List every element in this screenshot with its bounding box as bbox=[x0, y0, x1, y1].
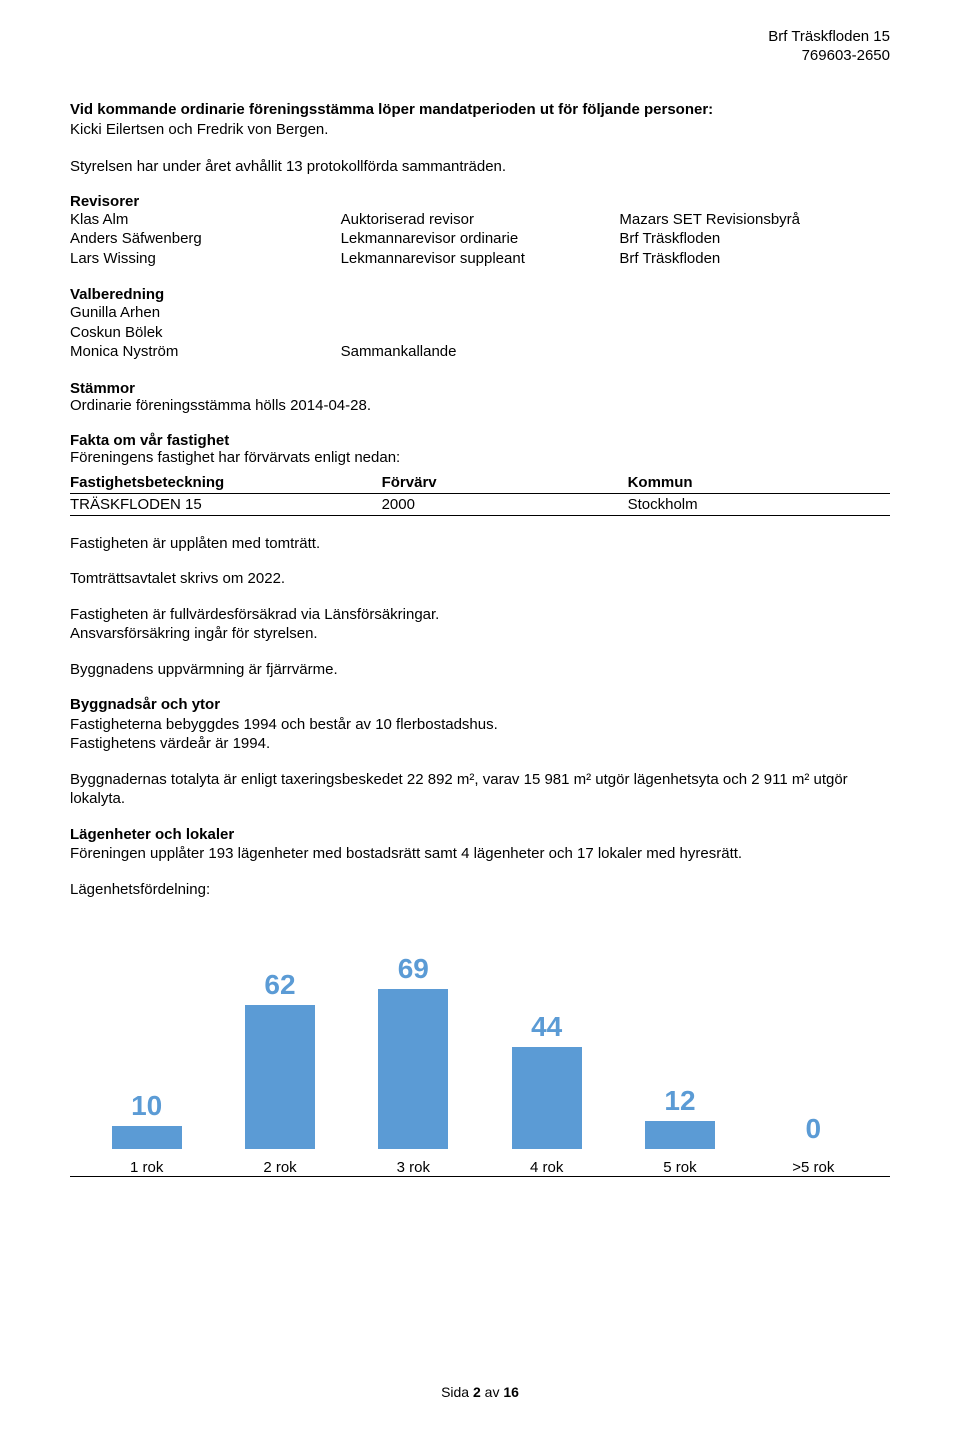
byggnads-para: Byggnadsår och ytor Fastigheterna bebygg… bbox=[70, 695, 890, 754]
bar-rect bbox=[645, 1121, 715, 1149]
rev-role: Lekmannarevisor suppleant bbox=[341, 249, 620, 269]
axis-label: 4 rok bbox=[480, 1159, 613, 1176]
chart-bars-row: 10 62 69 44 12 0 bbox=[70, 919, 890, 1149]
rev-name: Klas Alm bbox=[70, 210, 341, 230]
bar-value: 69 bbox=[398, 955, 429, 983]
document-page: Brf Träskfloden 15 769603-2650 Vid komma… bbox=[0, 0, 960, 1430]
revisorer-table: Klas Alm Auktoriserad revisor Mazars SET… bbox=[70, 210, 890, 269]
bar-slot: 62 bbox=[213, 919, 346, 1149]
val-note bbox=[341, 323, 620, 343]
cell: TRÄSKFLODEN 15 bbox=[70, 493, 382, 515]
table-row: Monica Nyström Sammankallande bbox=[70, 342, 890, 362]
table-row: TRÄSKFLODEN 15 2000 Stockholm bbox=[70, 493, 890, 515]
header-right: Brf Träskfloden 15 769603-2650 bbox=[768, 28, 890, 66]
fakta-block: Fakta om vår fastighet Föreningens fasti… bbox=[70, 432, 890, 466]
table-header-row: Fastighetsbeteckning Förvärv Kommun bbox=[70, 472, 890, 494]
byggnads-line1: Fastigheterna bebyggdes 1994 och består … bbox=[70, 716, 498, 733]
apartment-chart: 10 62 69 44 12 0 1 rok2 rok3 rok4 rok5 rok>5 … bbox=[70, 919, 890, 1177]
byggnads-line2: Fastighetens värdeår är 1994. bbox=[70, 735, 270, 752]
footer-mid: av bbox=[481, 1384, 504, 1400]
tomtratt-text: Fastigheten är upplåten med tomträtt. bbox=[70, 534, 890, 554]
table-row: Gunilla Arhen bbox=[70, 303, 890, 323]
bar-value: 62 bbox=[264, 971, 295, 999]
valberedning-table: Gunilla Arhen Coskun Bölek Monica Nyströ… bbox=[70, 303, 890, 362]
axis-label: 1 rok bbox=[80, 1159, 213, 1176]
col-header: Kommun bbox=[628, 472, 890, 494]
val-name: Monica Nyström bbox=[70, 342, 341, 362]
fakta-title: Fakta om vår fastighet bbox=[70, 432, 890, 449]
bar-rect bbox=[112, 1126, 182, 1149]
byggnads-title: Byggnadsår och ytor bbox=[70, 696, 220, 713]
ytor-text: Byggnadernas totalyta är enligt taxering… bbox=[70, 770, 890, 809]
table-row: Klas Alm Auktoriserad revisor Mazars SET… bbox=[70, 210, 890, 230]
table-row: Anders Säfwenberg Lekmannarevisor ordina… bbox=[70, 229, 890, 249]
footer-prefix: Sida bbox=[441, 1384, 473, 1400]
cell: Stockholm bbox=[628, 493, 890, 515]
lagenheter-para: Lägenheter och lokaler Föreningen upplåt… bbox=[70, 825, 890, 864]
rev-role: Lekmannarevisor ordinarie bbox=[341, 229, 620, 249]
rev-org: Brf Träskfloden bbox=[619, 249, 890, 269]
footer-total: 16 bbox=[503, 1384, 519, 1400]
org-number: 769603-2650 bbox=[768, 47, 890, 66]
tomtrattsavtal-text: Tomträttsavtalet skrivs om 2022. bbox=[70, 569, 890, 589]
bar-slot: 12 bbox=[613, 919, 746, 1149]
table-row: Lars Wissing Lekmannarevisor suppleant B… bbox=[70, 249, 890, 269]
val-note bbox=[341, 303, 620, 323]
page-footer: Sida 2 av 16 bbox=[0, 1384, 960, 1400]
valberedning-title: Valberedning bbox=[70, 286, 890, 303]
bar-slot: 10 bbox=[80, 919, 213, 1149]
cell: 2000 bbox=[382, 493, 628, 515]
bar-slot: 44 bbox=[480, 919, 613, 1149]
table-row: Coskun Bölek bbox=[70, 323, 890, 343]
rev-name: Anders Säfwenberg bbox=[70, 229, 341, 249]
lagenheter-text: Föreningen upplåter 193 lägenheter med b… bbox=[70, 845, 742, 862]
col-header: Förvärv bbox=[382, 472, 628, 494]
col-header: Fastighetsbeteckning bbox=[70, 472, 382, 494]
bar-value: 12 bbox=[664, 1087, 695, 1115]
bar-value: 44 bbox=[531, 1013, 562, 1041]
rev-role: Auktoriserad revisor bbox=[341, 210, 620, 230]
fastighets-table: Fastighetsbeteckning Förvärv Kommun TRÄS… bbox=[70, 472, 890, 516]
rev-org: Mazars SET Revisionsbyrå bbox=[619, 210, 890, 230]
val-name: Coskun Bölek bbox=[70, 323, 341, 343]
fordelning-label: Lägenhetsfördelning: bbox=[70, 880, 890, 900]
val-note: Sammankallande bbox=[341, 342, 620, 362]
forsakring-line1: Fastigheten är fullvärdesförsäkrad via L… bbox=[70, 606, 439, 623]
rev-org: Brf Träskfloden bbox=[619, 229, 890, 249]
chart-axis-row: 1 rok2 rok3 rok4 rok5 rok>5 rok bbox=[70, 1153, 890, 1176]
lagenheter-title: Lägenheter och lokaler bbox=[70, 826, 234, 843]
fakta-text: Föreningens fastighet har förvärvats enl… bbox=[70, 449, 890, 466]
stammor-text: Ordinarie föreningsstämma hölls 2014-04-… bbox=[70, 397, 890, 414]
uppvarmning-text: Byggnadens uppvärmning är fjärrvärme. bbox=[70, 660, 890, 680]
revisorer-block: Revisorer Klas Alm Auktoriserad revisor … bbox=[70, 193, 890, 269]
mandate-paragraph: Vid kommande ordinarie föreningsstämma l… bbox=[70, 100, 890, 139]
bar-value: 10 bbox=[131, 1092, 162, 1120]
forsakring-para: Fastigheten är fullvärdesförsäkrad via L… bbox=[70, 605, 890, 644]
bar-slot: 0 bbox=[747, 919, 880, 1149]
stammor-block: Stämmor Ordinarie föreningsstämma hölls … bbox=[70, 380, 890, 414]
org-name: Brf Träskfloden 15 bbox=[768, 28, 890, 47]
bar-slot: 69 bbox=[347, 919, 480, 1149]
bar-value: 0 bbox=[806, 1115, 822, 1143]
axis-label: 3 rok bbox=[347, 1159, 480, 1176]
bar-rect bbox=[512, 1047, 582, 1149]
val-name: Gunilla Arhen bbox=[70, 303, 341, 323]
mandate-title: Vid kommande ordinarie föreningsstämma l… bbox=[70, 101, 713, 118]
bar-rect bbox=[378, 989, 448, 1149]
bar-rect bbox=[245, 1005, 315, 1149]
forsakring-line2: Ansvarsförsäkring ingår för styrelsen. bbox=[70, 625, 318, 642]
meetings-text: Styrelsen har under året avhållit 13 pro… bbox=[70, 157, 890, 177]
stammor-title: Stämmor bbox=[70, 380, 890, 397]
footer-page: 2 bbox=[473, 1384, 481, 1400]
axis-label: 5 rok bbox=[613, 1159, 746, 1176]
revisorer-title: Revisorer bbox=[70, 193, 890, 210]
valberedning-block: Valberedning Gunilla Arhen Coskun Bölek … bbox=[70, 286, 890, 362]
rev-name: Lars Wissing bbox=[70, 249, 341, 269]
axis-label: >5 rok bbox=[747, 1159, 880, 1176]
mandate-names: Kicki Eilertsen och Fredrik von Bergen. bbox=[70, 121, 328, 138]
axis-label: 2 rok bbox=[213, 1159, 346, 1176]
